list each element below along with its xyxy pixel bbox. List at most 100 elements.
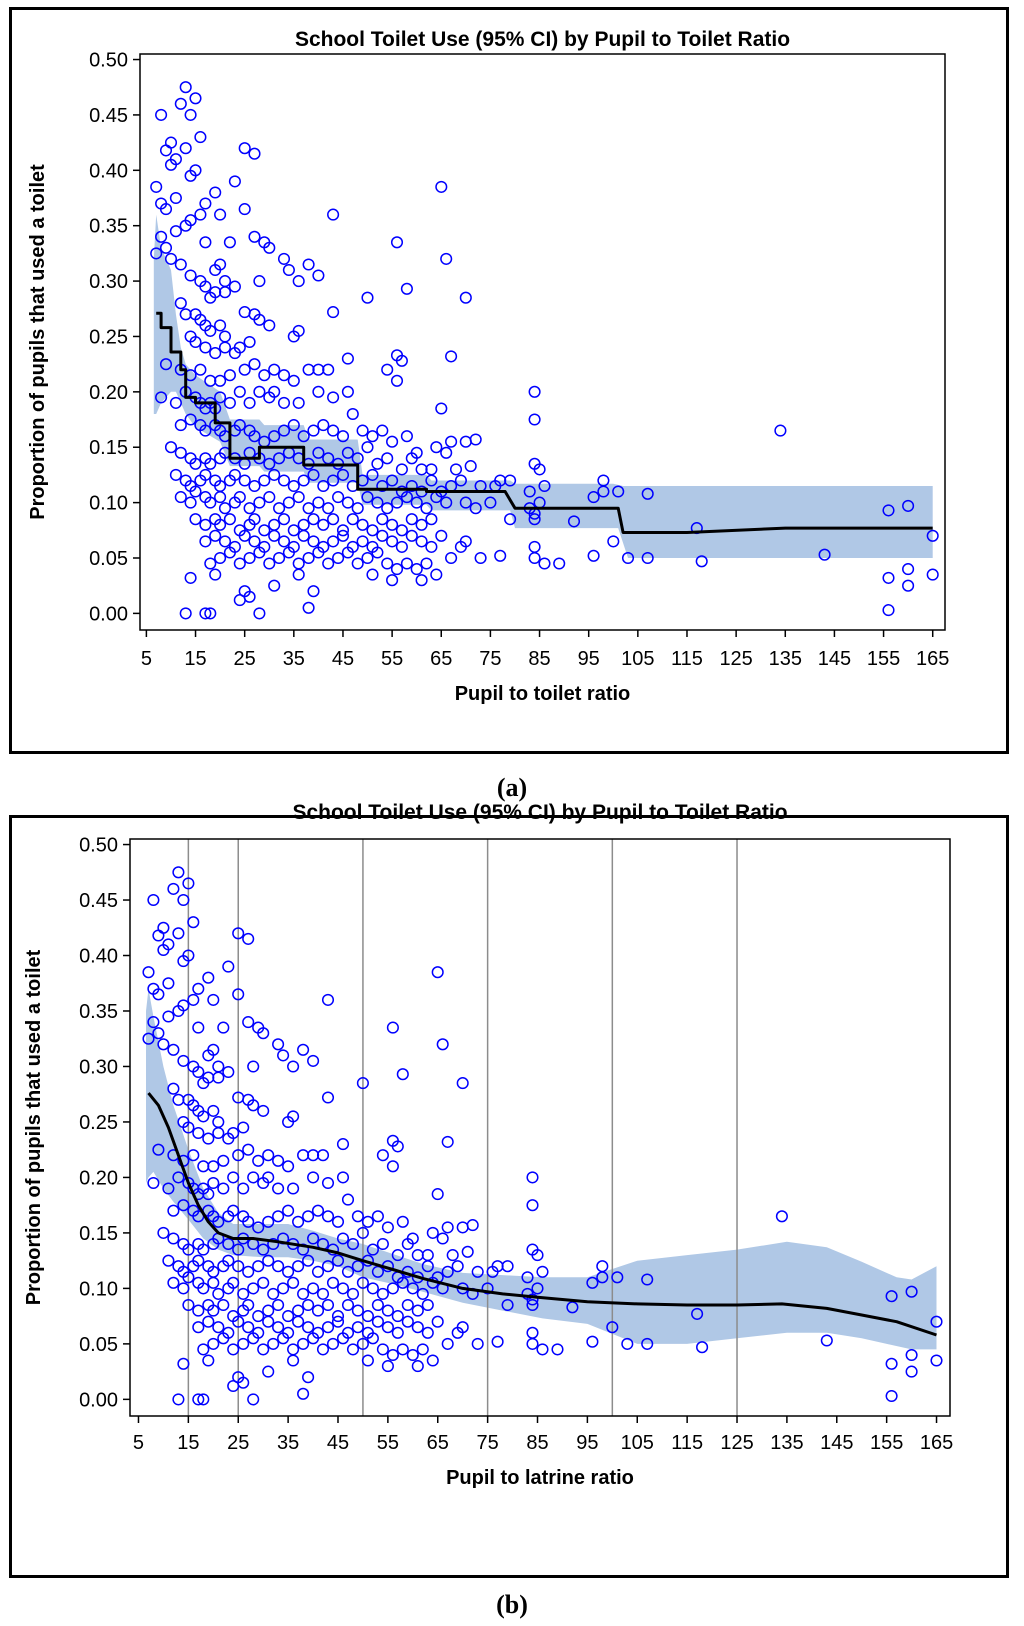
data-point [415,463,428,476]
data-point [184,214,197,227]
y-tick-label: 0.30 [79,1056,118,1078]
data-point [696,1341,709,1354]
data-point [356,518,369,531]
data-point [268,363,281,376]
fit-line [147,1092,937,1337]
data-point [287,1110,300,1123]
data-point [202,1354,215,1367]
data-point [445,551,458,565]
data-point [376,1237,389,1251]
data-point [400,491,413,504]
data-point [326,1337,340,1350]
data-point [456,1077,469,1090]
x-tick-label: 115 [671,1432,703,1454]
data-point [926,529,939,542]
x-tick-label: 85 [526,1432,548,1454]
data-point [882,504,895,517]
data-point [272,1298,285,1312]
data-point [526,1199,539,1212]
data-point [440,252,453,265]
data-point [818,548,831,561]
data-point [400,282,413,295]
data-point [307,1054,320,1067]
y-tick-label: 0.35 [79,1001,118,1023]
data-point [217,1021,230,1034]
data-point [212,1321,225,1334]
data-point [142,1032,155,1045]
data-point [199,468,212,481]
data-point [174,419,187,432]
data-point [597,485,610,498]
data-point [481,1282,494,1295]
data-point [533,463,546,476]
data-point [238,142,251,155]
data-point [257,1027,270,1040]
data-point [192,1021,205,1034]
data-point [421,1298,434,1312]
data-point [177,999,190,1012]
data-point [243,502,256,515]
data-point [297,430,310,443]
data-point [566,1301,579,1314]
data-point [282,263,295,277]
data-point [361,291,374,304]
data-point [420,502,433,515]
data-point [316,1343,330,1356]
data-point [441,1265,454,1278]
data-point [179,607,192,620]
data-point [391,1140,404,1153]
data-point [228,280,241,293]
data-point [237,1182,250,1195]
data-point [381,502,394,515]
data-point [147,1176,160,1190]
data-point [346,1343,360,1356]
data-point [258,474,271,487]
x-tick-label: 15 [177,1432,199,1454]
data-point [162,1254,175,1267]
data-point [182,1121,195,1134]
y-tick-label: 0.20 [89,382,128,404]
data-point [238,529,251,542]
data-point [277,535,291,548]
data-point [775,1210,788,1223]
data-point [430,441,443,454]
data-point [177,1199,190,1212]
data-point [194,363,207,376]
data-point [267,1287,280,1300]
data-point [396,1068,409,1081]
data-point [420,557,433,570]
data-point [336,1282,350,1295]
data-point [366,468,379,481]
data-point [351,1260,364,1273]
data-point [268,579,281,592]
data-point [297,474,310,487]
data-point [237,1337,250,1350]
data-point [179,142,192,155]
data-point [223,513,236,526]
data-point [386,435,399,448]
data-point [311,1304,325,1317]
data-point [641,1273,654,1286]
data-point [297,1387,310,1400]
data-point [331,1315,345,1328]
data-point [262,1365,275,1378]
data-point [263,241,276,254]
data-point [327,535,340,548]
data-point [207,1104,220,1117]
x-tick-label: 105 [621,1432,654,1454]
data-point [905,1348,918,1362]
y-tick-label: 0.15 [89,437,128,459]
data-point [207,1337,220,1350]
data-point [474,551,487,565]
data-point [177,955,190,968]
data-point [441,1337,454,1350]
data-point [214,518,227,531]
data-point [248,513,261,526]
x-tick-label: 35 [277,1432,299,1454]
data-point [217,1182,230,1195]
data-point [189,485,202,498]
data-point [197,1393,210,1406]
data-point [445,350,458,363]
data-point [905,1285,918,1298]
data-point [263,557,276,570]
